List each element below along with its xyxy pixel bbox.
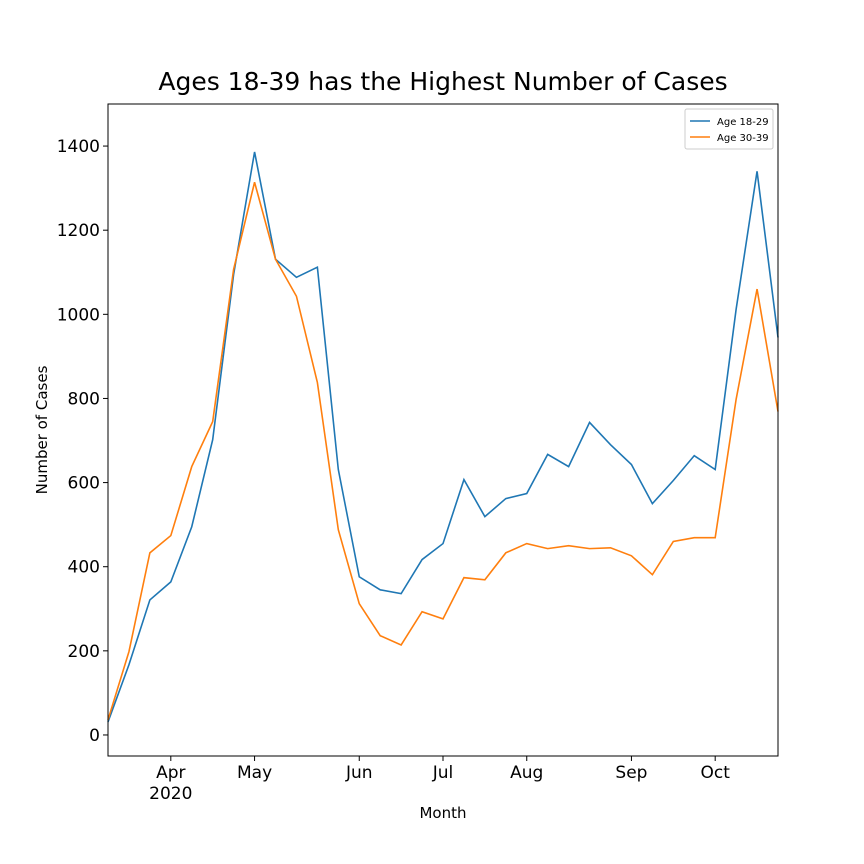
legend-label: Age 30-39 bbox=[717, 133, 769, 144]
y-axis-label: Number of Cases bbox=[33, 365, 51, 494]
y-tick-label: 0 bbox=[89, 726, 100, 746]
x-tick-label: Oct bbox=[700, 763, 730, 783]
y-tick-label: 600 bbox=[68, 474, 100, 494]
x-tick-label: Jun bbox=[345, 763, 373, 783]
legend-label: Age 18-29 bbox=[717, 117, 769, 128]
legend-box bbox=[684, 108, 774, 150]
y-tick-label: 200 bbox=[68, 642, 100, 662]
y-tick-label: 400 bbox=[68, 558, 100, 578]
y-tick-label: 1000 bbox=[57, 305, 100, 325]
x-tick-label: May bbox=[237, 763, 272, 783]
line bbox=[107, 151, 779, 723]
y-tick-label: 800 bbox=[68, 389, 100, 409]
y-tick-label: 1400 bbox=[57, 137, 100, 157]
x-tick-label: Jul bbox=[432, 763, 454, 783]
line bbox=[107, 182, 779, 721]
x-tick-label: Sep bbox=[615, 763, 647, 783]
x-tick-label: Apr 2020 bbox=[149, 763, 192, 804]
chart-title: Ages 18-39 has the Highest Number of Cas… bbox=[158, 67, 727, 96]
x-axis-label: Month bbox=[419, 804, 466, 822]
x-tick-label: Aug bbox=[510, 763, 543, 783]
plot-frame bbox=[107, 103, 779, 757]
y-tick-label: 1200 bbox=[57, 221, 100, 241]
